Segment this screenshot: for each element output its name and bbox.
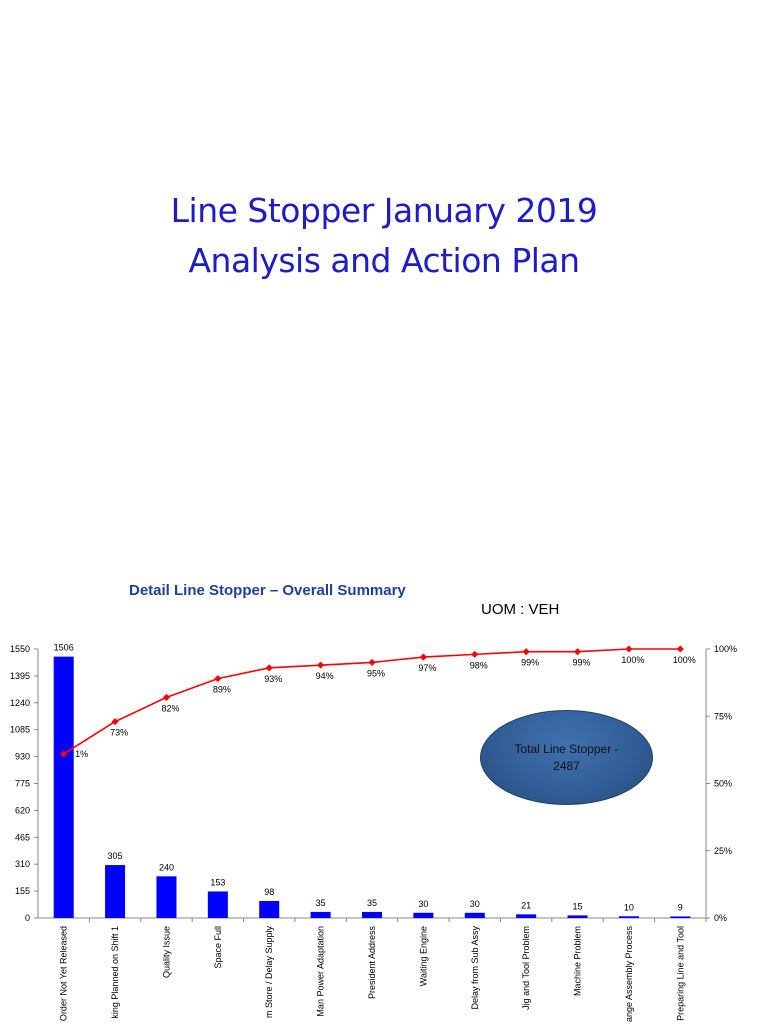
cumulative-marker (368, 658, 376, 666)
bar (516, 914, 537, 918)
y-tick-label: 1240 (10, 698, 30, 708)
total-callout: Total Line Stopper - 2487 (480, 710, 653, 805)
x-category-label: Man Power Adaptation (316, 926, 326, 1017)
bar (105, 865, 126, 918)
pareto-chart: 015531046562077593010851240139515500%25%… (10, 643, 737, 1023)
bar (207, 891, 228, 918)
x-category-label: Delay from Sub Assy (470, 926, 480, 1010)
cumulative-marker (317, 661, 325, 669)
y-tick-label: 310 (15, 859, 30, 869)
cumulative-label: 97% (418, 663, 436, 673)
x-category-label: Jig and Tool Problem (521, 926, 531, 1010)
cumulative-label: 100% (673, 655, 696, 665)
bar-value-label: 240 (159, 862, 174, 872)
y-tick-label: 1395 (10, 671, 30, 681)
cumulative-label: 82% (161, 703, 179, 713)
x-category-label: President Address (367, 926, 377, 1000)
cumulative-marker (522, 648, 530, 656)
y-tick-label: 775 (15, 779, 30, 789)
x-category-label: ange Assembly Process (624, 926, 634, 1023)
cumulative-label: 99% (521, 658, 539, 668)
y2-tick-label: 100% (714, 644, 737, 654)
cumulative-marker (265, 664, 273, 672)
cumulative-label: 100% (621, 655, 644, 665)
total-callout-text: Total Line Stopper - 2487 (514, 741, 619, 773)
bar (259, 900, 280, 918)
bar-value-label: 35 (316, 898, 326, 908)
bar (618, 916, 639, 918)
y-tick-label: 620 (15, 805, 30, 815)
y-tick-label: 465 (15, 832, 30, 842)
cumulative-label: 1% (75, 749, 88, 759)
bar (310, 911, 331, 918)
x-category-label: Waiting Engine (418, 926, 428, 986)
bar-value-label: 35 (367, 898, 377, 908)
bar (53, 656, 74, 918)
cumulative-marker (419, 653, 427, 661)
cumulative-label: 95% (367, 668, 385, 678)
y2-tick-label: 50% (714, 779, 732, 789)
bar-value-label: 153 (210, 877, 225, 887)
x-category-label: king Planned on Shift 1 (110, 926, 120, 1019)
x-category-label: Space Full (213, 926, 223, 969)
bar (156, 876, 177, 918)
y-tick-label: 0 (25, 913, 30, 923)
bar-value-label: 30 (470, 899, 480, 909)
y2-tick-label: 75% (714, 711, 732, 721)
uom-label: UOM : VEH (481, 601, 560, 618)
slide-title: Line Stopper January 2019 Analysis and A… (0, 186, 768, 286)
cumulative-label: 89% (213, 685, 231, 695)
x-category-label: m Store / Delay Supply (264, 926, 274, 1019)
cumulative-marker (162, 693, 170, 701)
y-tick-label: 155 (15, 886, 30, 896)
bar-value-label: 10 (624, 902, 634, 912)
bar (567, 915, 588, 918)
cumulative-marker (574, 648, 582, 656)
bar-value-label: 15 (573, 901, 583, 911)
bar-value-label: 9 (678, 902, 683, 912)
bar-value-label: 1506 (54, 643, 74, 653)
bar-value-label: 98 (264, 887, 274, 897)
y2-tick-label: 0% (714, 913, 727, 923)
bar-value-label: 21 (521, 900, 531, 910)
x-category-label: Preparing Line and Tool (675, 926, 685, 1021)
cumulative-label: 98% (470, 660, 488, 670)
cumulative-label: 94% (316, 671, 334, 681)
cumulative-marker (471, 650, 479, 658)
bar (362, 911, 382, 918)
x-category-label: Machine Problem (573, 926, 583, 996)
slide-title-line-1: Line Stopper January 2019 (170, 191, 598, 230)
bar-value-label: 305 (108, 851, 123, 861)
cumulative-marker (214, 675, 222, 683)
bar (670, 916, 691, 918)
cumulative-marker (625, 645, 633, 653)
cumulative-label: 99% (573, 658, 591, 668)
bar (464, 912, 485, 918)
cumulative-marker (676, 645, 684, 653)
cumulative-marker (111, 718, 119, 726)
y-tick-label: 1085 (10, 725, 30, 735)
cumulative-label: 73% (110, 728, 128, 738)
y-tick-label: 1550 (10, 644, 30, 654)
x-category-label: Quality Issue (161, 926, 171, 978)
y2-tick-label: 25% (714, 846, 732, 856)
x-category-label: Order Not Yet Released (59, 926, 69, 1021)
cumulative-label: 93% (264, 674, 282, 684)
chart-heading: Detail Line Stopper – Overall Summary (129, 582, 406, 599)
bar-value-label: 30 (418, 899, 428, 909)
bar (413, 912, 434, 918)
y-tick-label: 930 (15, 752, 30, 762)
slide-title-line-2: Analysis and Action Plan (188, 241, 580, 280)
